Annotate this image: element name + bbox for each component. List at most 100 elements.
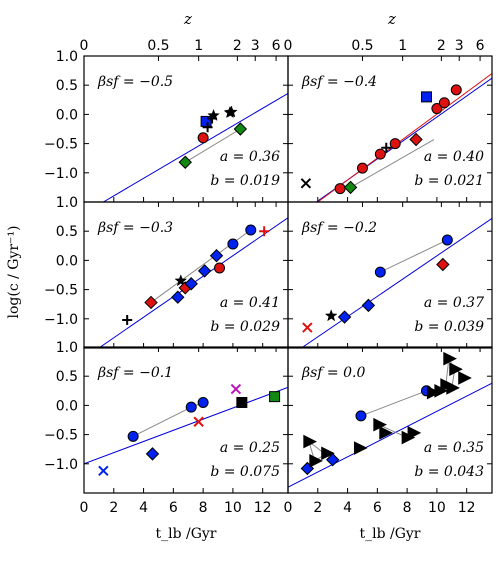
y-tick-label: −1.0	[44, 166, 78, 182]
b-label: b = 0.029	[210, 319, 280, 335]
data-point-diamond	[145, 447, 160, 461]
data-point-star	[225, 105, 238, 118]
y-tick-label: 1.0	[56, 340, 78, 356]
data-point-star	[207, 108, 220, 122]
data-point-circle	[441, 234, 453, 246]
z-tick-label: 0.5	[147, 38, 169, 54]
z-tick-label: 2	[437, 38, 446, 54]
beta-label: βsf = −0.5	[97, 74, 173, 90]
y-tick-label: −0.5	[44, 283, 78, 299]
panel-plot-area	[98, 217, 288, 348]
fit-line	[288, 382, 492, 488]
a-label: a = 0.40	[424, 149, 484, 165]
data-point-diamond	[209, 249, 224, 263]
panel-plot-area	[288, 351, 492, 488]
data-point-triangle-right	[321, 446, 335, 461]
data-point-diamond	[343, 180, 358, 195]
a-label: a = 0.25	[220, 440, 280, 456]
data-point-triangle-right	[309, 454, 323, 468]
a-label: a = 0.41	[220, 295, 280, 311]
data-point-plus	[259, 226, 270, 237]
b-label: b = 0.075	[210, 464, 280, 480]
data-point-star	[324, 309, 338, 322]
data-point-triangle-right	[446, 381, 460, 395]
data-point-triangle-right	[407, 426, 422, 440]
data-point-x	[300, 178, 312, 189]
panel-plot-area	[84, 383, 288, 477]
data-point-triangle-right	[353, 441, 368, 455]
y-tick-label: 1.0	[56, 195, 78, 211]
beta-label: βsf = 0.0	[301, 365, 365, 381]
connector-line	[380, 239, 448, 273]
panel-p6: 0 2 4 6 8 10 12 t_lb /Gyr βsf = 0.0 a = 0.35 b = 0…	[284, 346, 493, 542]
x-tick-label: 10	[224, 500, 242, 516]
y-tick-label: 0.0	[56, 107, 78, 123]
b-label: b = 0.043	[414, 464, 484, 480]
x-tick-label: 2	[313, 500, 322, 516]
a-label: a = 0.36	[220, 149, 280, 165]
data-point-triangle-right	[458, 371, 472, 385]
z-tick-label: 6	[272, 38, 281, 54]
y-tick-label: 0.5	[56, 224, 78, 240]
x-tick-label: 6	[169, 500, 178, 516]
x-axis-label: t_lb /Gyr	[155, 526, 216, 542]
data-point-circle	[197, 132, 209, 144]
panel-plot-area	[301, 217, 492, 348]
x-tick-label: 8	[199, 500, 208, 516]
data-point-x	[193, 416, 204, 427]
data-point-plus	[381, 142, 392, 153]
data-point-circle	[197, 396, 209, 408]
data-point-diamond	[337, 310, 352, 324]
data-point-circle	[214, 262, 226, 274]
data-point-star	[174, 274, 188, 287]
z-tick-label: 3	[251, 38, 260, 54]
connector-line	[360, 390, 427, 417]
fit-line	[301, 217, 492, 348]
beta-label: βsf = −0.2	[301, 220, 377, 236]
data-point-circle	[374, 266, 386, 278]
panel-p1: 1.0 0.5 0.0 −0.5 −1.0 0 0.5 1 2 3 6 z βsf = −0.5 a = …	[44, 10, 289, 203]
z-tick-label: 2	[233, 38, 242, 54]
data-point-triangle-right	[379, 426, 393, 440]
z-tick-label: 1	[398, 38, 407, 54]
x-tick-label: 6	[373, 500, 382, 516]
connector-line	[308, 441, 333, 461]
connector-line	[132, 406, 192, 437]
b-label: b = 0.021	[414, 173, 484, 189]
beta-label: βsf = −0.4	[301, 74, 377, 90]
connector-line	[350, 139, 435, 188]
data-point-circle	[334, 183, 346, 195]
y-tick-label: 1.0	[56, 49, 78, 65]
z-tick-label: 3	[455, 38, 464, 54]
x-tick-label: 4	[139, 500, 148, 516]
data-point-diamond	[178, 155, 192, 169]
data-point-diamond	[325, 453, 340, 467]
fit-line	[84, 386, 288, 465]
z-tick-label: 0	[80, 38, 89, 54]
fit-line	[317, 73, 492, 202]
data-point-diamond	[409, 132, 423, 147]
x-tick-label: 10	[428, 500, 446, 516]
data-point-square	[269, 391, 281, 403]
x-tick-label: 2	[109, 500, 118, 516]
data-point-diamond	[233, 122, 248, 136]
data-point-circle	[127, 430, 139, 442]
data-point-circle	[374, 148, 386, 160]
y-tick-label: 0.5	[56, 369, 78, 385]
y-tick-label: −1.0	[44, 312, 78, 328]
a-label: a = 0.35	[424, 440, 484, 456]
connector-line	[445, 358, 450, 386]
z-tick-label: 6	[476, 38, 485, 54]
data-point-square	[420, 91, 432, 103]
data-point-triangle-right	[449, 362, 463, 377]
data-point-diamond	[171, 290, 185, 304]
z-axis-label: z	[387, 10, 396, 28]
data-point-diamond	[436, 257, 450, 272]
panel-p4: βsf = −0.2 a = 0.37 b = 0.039	[287, 201, 493, 349]
data-point-circle	[431, 103, 443, 115]
data-point-triangle-right	[426, 385, 441, 400]
data-point-circle	[389, 138, 401, 150]
z-tick-label: 1	[194, 38, 203, 54]
